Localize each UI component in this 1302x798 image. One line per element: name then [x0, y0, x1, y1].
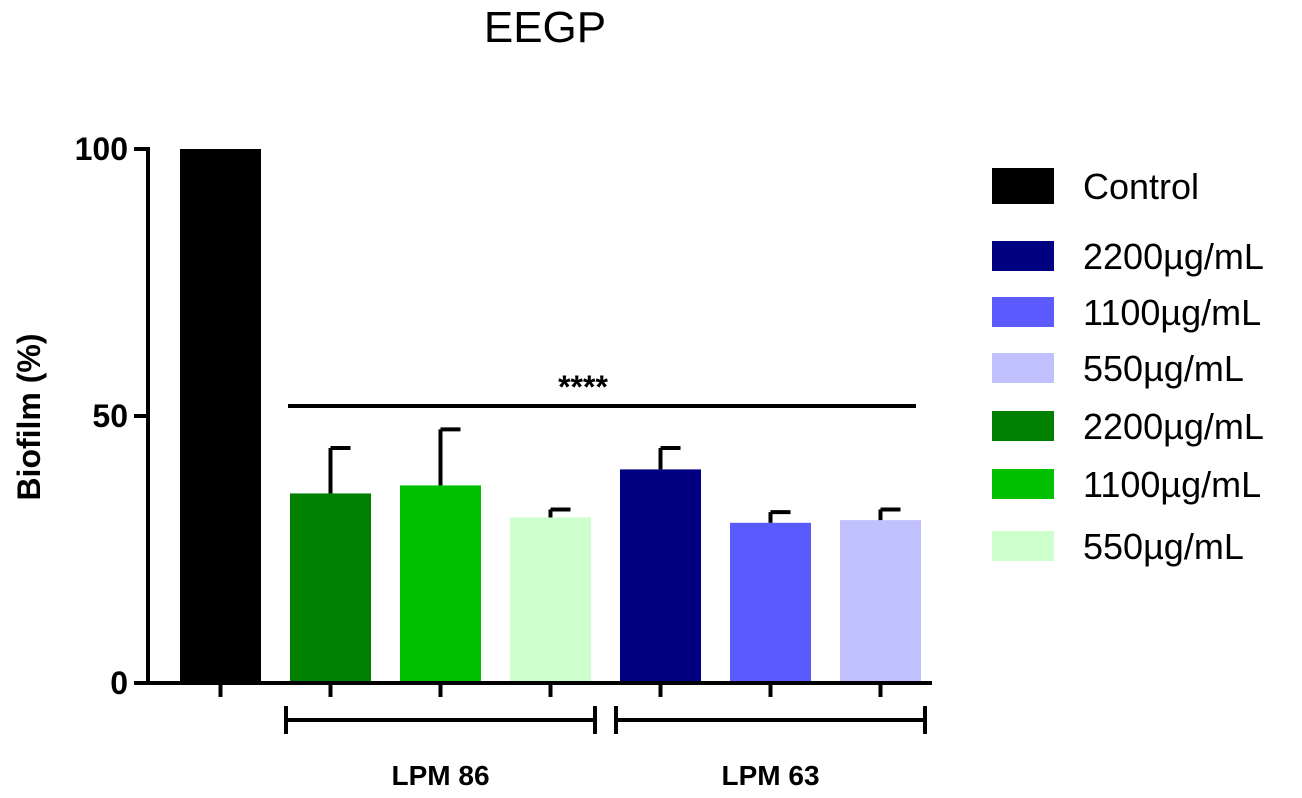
bar-7: [840, 520, 921, 683]
y-tick-label: 50: [92, 398, 128, 434]
legend-swatch-7: [992, 531, 1054, 561]
significance-label: ****: [558, 369, 608, 405]
legend-swatch-6: [992, 469, 1054, 499]
bar-6: [730, 522, 811, 683]
y-tick-label: 100: [75, 131, 128, 167]
bar-1: [180, 149, 261, 683]
legend-label-4: 550µg/mL: [1083, 348, 1244, 389]
bar-5: [620, 469, 701, 683]
legend-swatch-3: [992, 297, 1054, 327]
legend-label-3: 1100µg/mL: [1083, 292, 1261, 333]
bar-2: [290, 493, 371, 683]
group-label-1: LPM 86: [391, 760, 489, 791]
y-axis-label: Biofilm (%): [11, 333, 47, 500]
chart-title: EEGP: [484, 3, 606, 52]
plot-area: 0 50 100 LPM 86 LPM 63 ****: [75, 131, 932, 791]
bar-3: [400, 485, 481, 683]
y-tick-label: 0: [110, 665, 128, 701]
legend-label-6: 1100µg/mL: [1083, 464, 1261, 505]
legend: Control 2200µg/mL 1100µg/mL 550µg/mL 2200µg/…: [992, 166, 1264, 567]
group-label-2: LPM 63: [721, 760, 819, 791]
legend-swatch-1: [992, 168, 1054, 204]
legend-swatch-5: [992, 411, 1054, 441]
legend-label-5: 2200µg/mL: [1083, 406, 1264, 447]
legend-label-7: 550µg/mL: [1083, 526, 1244, 567]
legend-swatch-2: [992, 241, 1054, 271]
legend-label-1: Control: [1083, 166, 1199, 207]
legend-swatch-4: [992, 353, 1054, 383]
bar-4: [510, 517, 591, 683]
legend-label-2: 2200µg/mL: [1083, 236, 1264, 277]
